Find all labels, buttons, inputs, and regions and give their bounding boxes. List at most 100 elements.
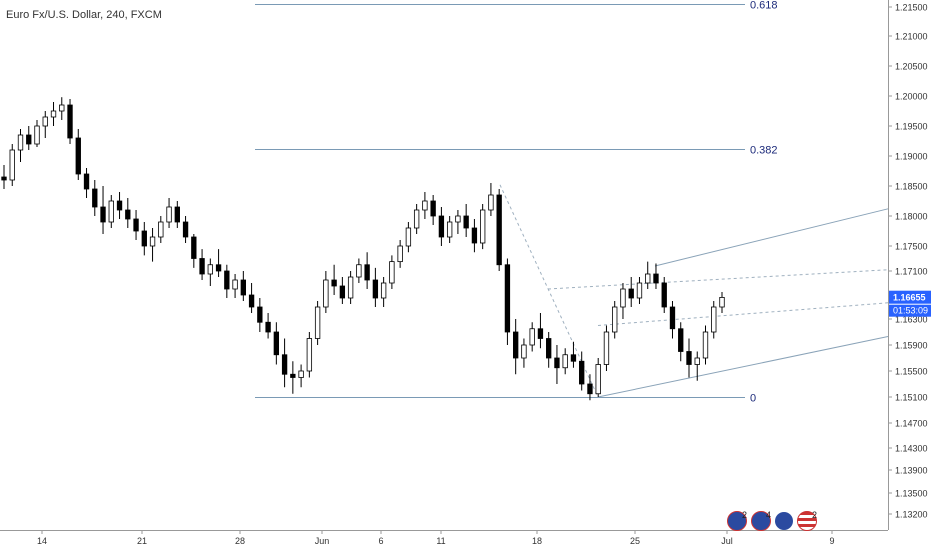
candle-body: [504, 264, 511, 333]
candle: [215, 249, 222, 277]
candle-body: [314, 306, 321, 339]
candle: [372, 267, 379, 307]
candle-body: [298, 370, 304, 378]
candle: [463, 204, 469, 237]
candle: [1, 165, 7, 189]
candle: [182, 216, 189, 243]
candle: [669, 301, 676, 339]
price-tick-label: 1.13900: [895, 466, 928, 476]
candle-body: [380, 282, 387, 299]
candle: [100, 186, 106, 234]
candle: [331, 264, 337, 295]
candle: [314, 301, 321, 345]
price-tick-label: 1.21000: [895, 32, 928, 42]
candle-body: [537, 328, 544, 339]
eu-flag-icon[interactable]: 2: [727, 510, 747, 531]
time-tick-label: 9: [829, 536, 834, 546]
candle-body: [75, 137, 81, 175]
price-tick-label: 1.15100: [895, 393, 928, 403]
candle: [166, 198, 172, 228]
countdown-label: 01:53:09: [893, 306, 928, 316]
candle-body: [413, 209, 420, 229]
price-tick-label: 1.16300: [895, 315, 928, 325]
candle: [257, 298, 263, 332]
candle-body: [702, 331, 709, 359]
candle: [579, 351, 585, 391]
candle: [224, 264, 230, 298]
candle: [281, 338, 288, 388]
candle-body: [34, 125, 40, 145]
candle: [678, 322, 684, 362]
countdown-badge: [889, 304, 931, 317]
candle: [290, 361, 296, 394]
price-tick-label: 1.18000: [895, 212, 928, 222]
price-tick-label: 1.17100: [895, 267, 928, 277]
candle: [364, 252, 370, 289]
candle: [323, 271, 329, 313]
us-flag-icon[interactable]: 2: [797, 510, 817, 531]
last-price-label: 1.16655: [893, 293, 926, 303]
candle: [75, 129, 81, 180]
candle: [149, 228, 156, 262]
channel-upper-line: [654, 208, 889, 267]
candle: [529, 322, 535, 352]
candle: [587, 374, 593, 401]
candle-body: [430, 200, 436, 217]
eu-flag-icon[interactable]: [775, 512, 793, 530]
candle-body: [719, 296, 725, 308]
candle-body: [215, 264, 222, 272]
event-badges[interactable]: 2 4 2: [727, 510, 817, 531]
candle: [306, 332, 313, 378]
candle-body: [686, 351, 692, 365]
candle-body: [59, 104, 65, 112]
candle-body: [678, 328, 684, 352]
candle-body: [405, 227, 412, 247]
candle: [141, 222, 147, 256]
fib-level-label: 0.382: [750, 145, 778, 157]
candle: [339, 277, 346, 304]
eu-flag-icon[interactable]: 4: [751, 510, 771, 531]
candle: [108, 195, 114, 228]
candle-body: [372, 279, 379, 299]
candle-body: [273, 331, 280, 356]
candle: [570, 341, 577, 368]
candle-body: [595, 364, 601, 395]
candle-body: [67, 104, 73, 139]
candle: [546, 332, 552, 368]
candle: [628, 277, 634, 307]
candle-body: [587, 383, 593, 395]
candle-body: [339, 285, 346, 299]
candle: [158, 216, 164, 243]
price-tick-label: 1.20000: [895, 92, 928, 102]
candle-body: [356, 264, 362, 278]
candle: [694, 351, 700, 381]
candle: [26, 126, 32, 150]
candle: [240, 271, 247, 301]
candle: [405, 222, 412, 253]
candle: [232, 274, 238, 298]
candle: [59, 97, 65, 120]
candle: [248, 283, 255, 313]
price-tick-label: 1.18500: [895, 182, 928, 192]
candle-body: [661, 282, 667, 308]
candle-body: [207, 264, 213, 275]
candle: [83, 168, 90, 198]
candle: [620, 283, 626, 319]
candle-body: [694, 357, 700, 365]
candle: [636, 277, 643, 304]
candle: [389, 255, 395, 289]
candle-body: [50, 110, 57, 118]
candle-body: [347, 276, 354, 299]
candle-body: [240, 279, 247, 296]
candle: [191, 234, 197, 268]
candle: [438, 207, 445, 246]
candle: [653, 263, 659, 289]
price-tick-label: 1.19000: [895, 152, 928, 162]
time-tick-label: 28: [235, 536, 245, 546]
candle: [347, 271, 354, 304]
fib-level-label: 0.618: [750, 0, 778, 12]
candle-body: [83, 173, 90, 190]
candle: [595, 358, 601, 397]
